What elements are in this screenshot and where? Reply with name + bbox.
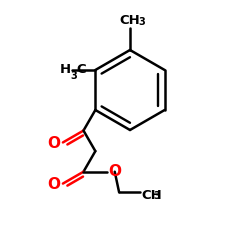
Text: 3: 3 <box>154 191 160 201</box>
Text: C: C <box>76 63 86 76</box>
Text: CH: CH <box>142 189 162 202</box>
Text: 3: 3 <box>138 17 145 27</box>
Text: O: O <box>47 136 60 151</box>
Text: O: O <box>108 164 121 179</box>
Text: H: H <box>60 63 71 76</box>
Text: CH: CH <box>119 14 140 26</box>
Text: O: O <box>47 177 60 192</box>
Text: 3: 3 <box>71 71 78 81</box>
